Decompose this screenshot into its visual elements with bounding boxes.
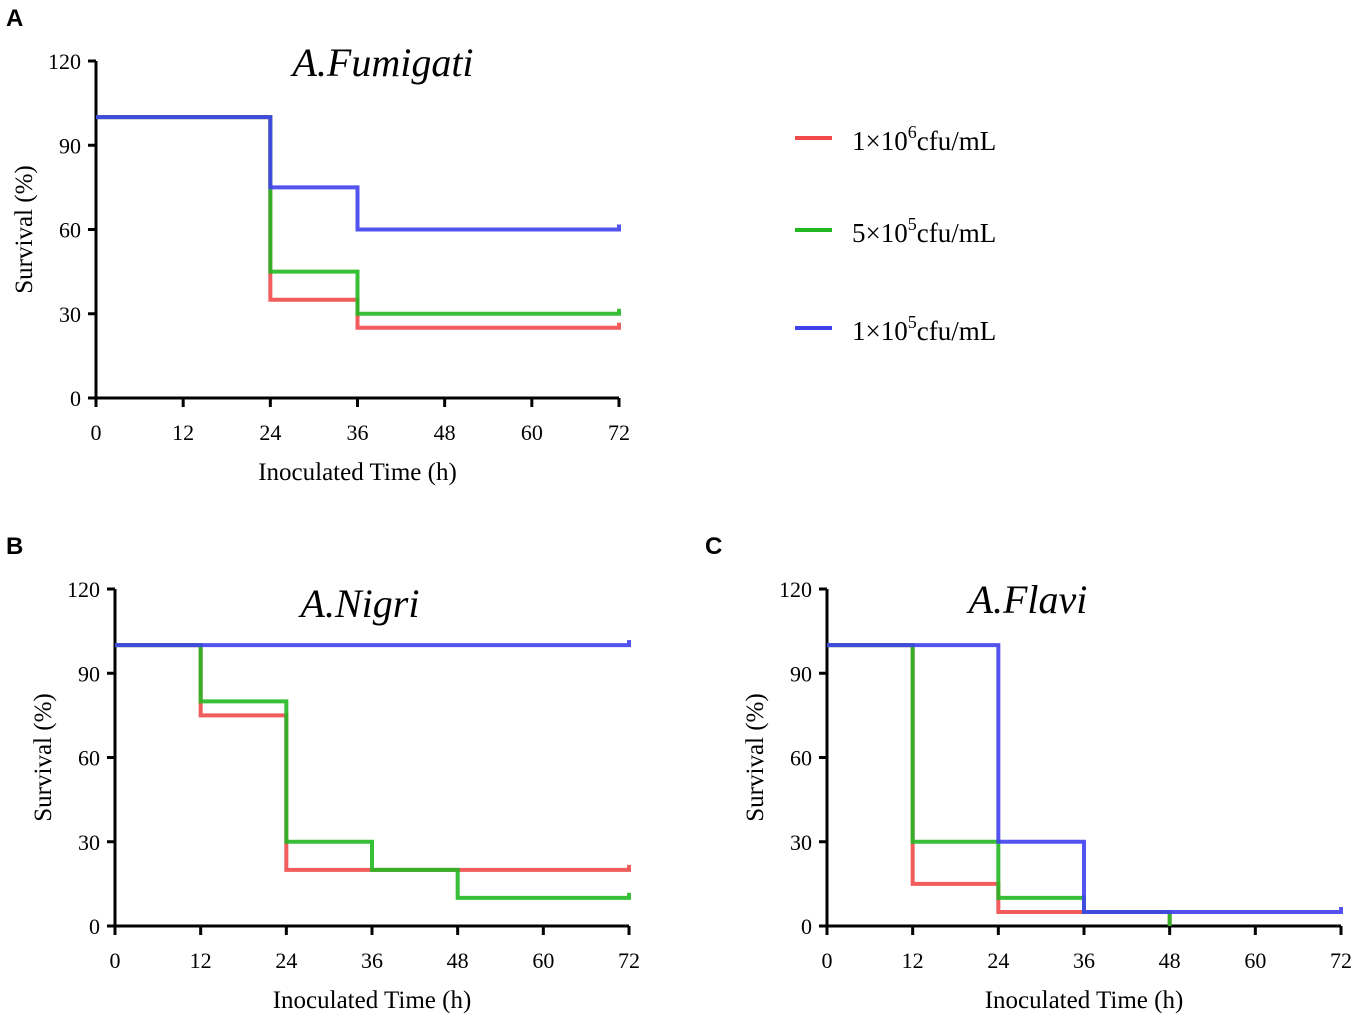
x-tick-label: 24 [275, 948, 297, 973]
chart-title: A.Fumigati [289, 40, 473, 85]
x-tick-label: 12 [190, 948, 212, 973]
x-tick-label: 0 [91, 420, 102, 445]
panel-letter: B [6, 533, 23, 560]
x-tick-label: 24 [259, 420, 281, 445]
y-axis-label: Survival (%) [742, 693, 769, 821]
x-tick-label: 12 [902, 948, 924, 973]
legend-unit: cfu/mL [917, 218, 996, 248]
x-tick-label: 48 [447, 948, 469, 973]
x-tick-label: 48 [1159, 948, 1181, 973]
x-axis-label: Inoculated Time (h) [985, 987, 1184, 1014]
legend-item: 1×106cfu/mL [795, 122, 996, 156]
chart-title: A.Flavi [966, 577, 1088, 622]
series-line-2 [115, 643, 631, 900]
legend-exponent: 6 [908, 122, 917, 142]
series-line-3 [96, 115, 621, 232]
legend-base: 5×10 [852, 218, 908, 248]
legend-item: 5×105cfu/mL [795, 214, 996, 248]
y-tick-label: 0 [801, 914, 812, 939]
y-tick-label: 90 [78, 661, 100, 686]
y-tick-label: 60 [790, 746, 812, 771]
x-tick-label: 72 [618, 948, 640, 973]
y-axis-label: Survival (%) [30, 693, 57, 821]
series-line-3 [827, 643, 1343, 914]
panel-letter: C [705, 533, 722, 560]
x-axis-label: Inoculated Time (h) [258, 459, 457, 486]
y-tick-label: 60 [78, 746, 100, 771]
x-tick-label: 72 [1330, 948, 1352, 973]
x-axis-label: Inoculated Time (h) [273, 987, 472, 1014]
x-tick-label: 72 [608, 420, 630, 445]
chart-title: A.Nigri [298, 581, 420, 626]
x-tick-label: 48 [434, 420, 456, 445]
panel-c: C A.Flavi 0 30 60 90 120 0 12 24 36 48 60 72 Inoculate… [705, 533, 1352, 1014]
y-tick-label: 90 [59, 133, 81, 158]
y-tick-label: 30 [59, 302, 81, 327]
legend: 1×106cfu/mL5×105cfu/mL1×105cfu/mL [795, 122, 996, 346]
legend-base: 1×10 [852, 316, 908, 346]
y-tick-label: 60 [59, 218, 81, 243]
x-tick-label: 36 [347, 420, 369, 445]
legend-label: 1×106cfu/mL [852, 122, 996, 156]
x-tick-label: 24 [987, 948, 1009, 973]
y-tick-label: 0 [70, 386, 81, 411]
legend-item: 1×105cfu/mL [795, 312, 996, 346]
legend-exponent: 5 [908, 312, 917, 332]
series-line-3 [115, 640, 631, 648]
y-tick-label: 120 [67, 577, 100, 602]
x-tick-label: 60 [521, 420, 543, 445]
y-tick-label: 0 [89, 914, 100, 939]
y-tick-label: 90 [790, 661, 812, 686]
series-line-1 [115, 643, 631, 872]
legend-label: 5×105cfu/mL [852, 214, 996, 248]
legend-label: 1×105cfu/mL [852, 312, 996, 346]
x-tick-label: 0 [110, 948, 121, 973]
x-tick-label: 0 [822, 948, 833, 973]
legend-unit: cfu/mL [917, 126, 996, 156]
legend-base: 1×10 [852, 126, 908, 156]
x-tick-label: 60 [1244, 948, 1266, 973]
y-tick-label: 120 [779, 577, 812, 602]
panel-letter: A [6, 5, 23, 32]
x-tick-label: 60 [532, 948, 554, 973]
y-tick-label: 30 [78, 830, 100, 855]
legend-exponent: 5 [908, 214, 917, 234]
y-tick-label: 30 [790, 830, 812, 855]
x-tick-label: 12 [172, 420, 194, 445]
panel-a: A A.Fumigati 0 30 60 90 120 0 12 24 36 48 60 72 Inocul… [6, 5, 630, 486]
panel-b: B A.Nigri 0 30 60 90 120 0 12 24 36 48 60 72 Inoculate… [6, 533, 640, 1014]
y-axis-label: Survival (%) [11, 165, 38, 293]
x-tick-label: 36 [361, 948, 383, 973]
x-tick-label: 36 [1073, 948, 1095, 973]
y-tick-label: 120 [48, 49, 81, 74]
legend-unit: cfu/mL [917, 316, 996, 346]
